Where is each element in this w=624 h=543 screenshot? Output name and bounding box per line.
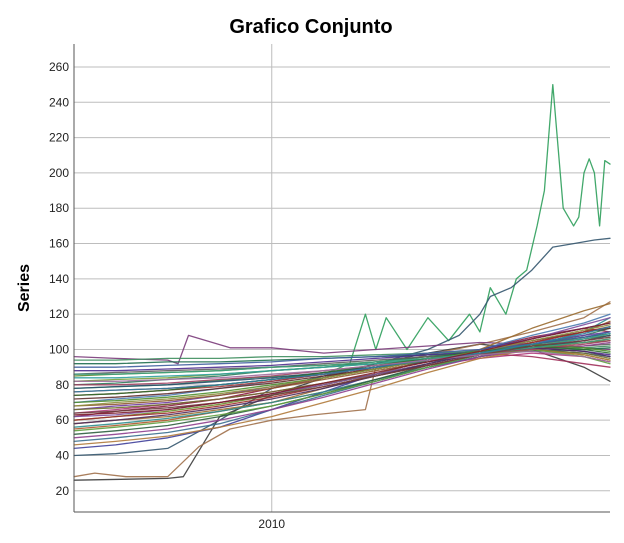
y-tick-label: 80: [56, 378, 70, 392]
grid-lines: [74, 44, 610, 512]
y-axis-label: Series: [16, 264, 33, 312]
y-tick-label: 260: [49, 60, 69, 74]
series-line: [73, 348, 611, 443]
y-tick-label: 100: [49, 343, 69, 357]
series-line: [73, 83, 611, 390]
y-tick-label: 160: [49, 237, 69, 251]
series-line: [73, 322, 611, 416]
series-line: [73, 350, 611, 382]
y-tick-label: 40: [56, 448, 70, 462]
series-line: [73, 348, 611, 432]
y-tick-label: 120: [49, 307, 69, 321]
axes: [73, 44, 610, 513]
series-line: [73, 338, 611, 375]
y-tick-label: 240: [49, 95, 69, 109]
y-tick-label: 60: [56, 413, 70, 427]
series-line: [73, 336, 611, 414]
tick-labels: 20 40 60 80 100 120 140 160 180 200 220 240 260 2010: [49, 60, 285, 531]
y-tick-label: 200: [49, 166, 69, 180]
y-tick-label: 220: [49, 131, 69, 145]
y-tick-label: 140: [49, 272, 69, 286]
series-line: [73, 324, 611, 407]
series-line: [73, 347, 611, 425]
y-tick-label: 20: [56, 484, 70, 498]
series-line: [73, 325, 611, 393]
x-tick-label: 2010: [258, 517, 285, 531]
chart-title: Grafico Conjunto: [229, 16, 392, 38]
y-tick-label: 180: [49, 201, 69, 215]
series-lines: [73, 83, 611, 481]
